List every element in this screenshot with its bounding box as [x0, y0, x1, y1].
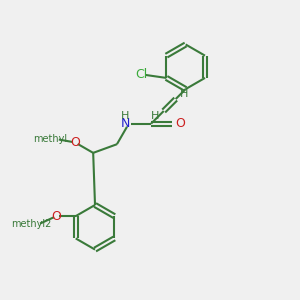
Text: H: H — [180, 89, 188, 99]
Text: methyl: methyl — [33, 134, 67, 145]
Text: Cl: Cl — [135, 68, 147, 82]
Text: H: H — [121, 111, 129, 121]
Text: N: N — [121, 117, 130, 130]
Text: H: H — [151, 111, 160, 122]
Text: O: O — [51, 210, 61, 223]
Text: methyl2: methyl2 — [11, 219, 51, 229]
Text: O: O — [175, 117, 185, 130]
Text: O: O — [70, 136, 80, 149]
